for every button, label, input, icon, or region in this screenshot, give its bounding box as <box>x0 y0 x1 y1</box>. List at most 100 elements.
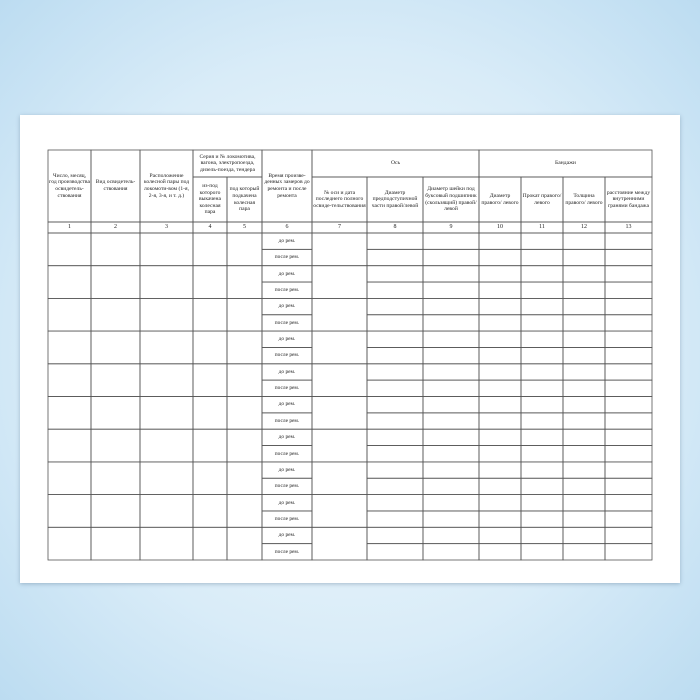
column-number-cell-text: 4 <box>208 223 212 230</box>
body-cell <box>226 526 263 561</box>
body-cell <box>520 477 564 496</box>
body-cell <box>422 428 480 446</box>
body-cell <box>520 379 564 397</box>
body-cell <box>422 461 480 479</box>
body-cell <box>478 396 522 414</box>
body-cell <box>562 428 606 446</box>
header-cell-text: Вид освидетель-ствования <box>95 179 136 192</box>
body-cell <box>47 526 92 561</box>
body-cell <box>366 543 424 561</box>
body-cell <box>562 248 606 267</box>
body-cell <box>90 461 141 495</box>
body-cell <box>422 379 480 397</box>
body-cell <box>478 461 522 479</box>
body-cell <box>478 428 522 446</box>
body-cell <box>604 543 653 561</box>
body-cell <box>520 510 564 528</box>
measure-time-cell-text: после рем. <box>274 319 300 326</box>
body-cell <box>311 428 368 463</box>
body-cell <box>47 461 92 495</box>
body-cell <box>366 248 424 267</box>
body-cell <box>311 363 368 397</box>
body-cell <box>366 396 424 414</box>
body-cell <box>192 232 228 267</box>
body-cell <box>422 510 480 528</box>
body-cell <box>139 494 194 528</box>
body-cell <box>478 510 522 528</box>
body-cell <box>562 494 606 512</box>
body-cell <box>562 314 606 332</box>
body-cell <box>562 330 606 348</box>
body-cell <box>478 281 522 299</box>
body-cell <box>562 281 606 299</box>
body-cell <box>311 265 368 299</box>
body-cell <box>520 265 564 283</box>
header-cell-text: Диаметр предподступичной части правой/ле… <box>371 189 419 209</box>
body-cell <box>139 363 194 397</box>
body-cell <box>139 396 194 430</box>
body-cell <box>604 379 653 397</box>
body-cell <box>192 428 228 463</box>
body-cell <box>311 297 368 332</box>
body-cell <box>90 428 141 463</box>
body-cell <box>478 265 522 283</box>
body-cell <box>47 363 92 397</box>
body-cell <box>520 232 564 250</box>
measure-time-cell-text: после рем. <box>274 483 300 490</box>
column-number-cell-text: 10 <box>497 223 503 230</box>
column-number-cell-text: 1 <box>68 223 71 230</box>
body-cell <box>604 412 653 430</box>
body-cell <box>520 347 564 365</box>
body-cell <box>478 232 522 250</box>
body-cell <box>520 314 564 332</box>
body-cell <box>90 363 141 397</box>
body-cell <box>478 526 522 545</box>
body-cell <box>192 461 228 495</box>
body-cell <box>562 297 606 316</box>
column-number-cell-text: 8 <box>393 223 397 230</box>
body-cell <box>366 412 424 430</box>
body-cell <box>47 330 92 365</box>
body-cell <box>478 314 522 332</box>
body-cell <box>478 363 522 381</box>
body-cell <box>422 543 480 561</box>
body-cell <box>226 330 263 365</box>
body-cell <box>478 543 522 561</box>
header-cell-text: Диаметр шейки под буксовый подшипник (ск… <box>425 186 477 213</box>
body-cell <box>90 265 141 299</box>
body-cell <box>562 445 606 463</box>
body-cell <box>192 330 228 365</box>
column-number-cell-text: 9 <box>449 223 453 230</box>
body-cell <box>192 526 228 561</box>
column-number-cell-text: 6 <box>285 223 289 230</box>
body-cell <box>192 297 228 332</box>
body-cell <box>366 314 424 332</box>
measure-time-cell-text: до рем. <box>278 401 296 408</box>
body-cell <box>422 281 480 299</box>
column-number-cell-text: 11 <box>539 223 545 230</box>
body-cell <box>139 265 194 299</box>
measure-time-cell-text: до рем. <box>278 237 296 244</box>
body-cell <box>90 494 141 528</box>
body-cell <box>422 445 480 463</box>
body-cell <box>366 510 424 528</box>
body-cell <box>562 265 606 283</box>
body-cell <box>478 477 522 496</box>
body-cell <box>422 412 480 430</box>
body-cell <box>562 510 606 528</box>
body-cell <box>192 494 228 528</box>
body-cell <box>520 363 564 381</box>
body-cell <box>192 363 228 397</box>
body-cell <box>366 526 424 545</box>
measure-time-cell <box>261 543 313 561</box>
body-cell <box>562 379 606 397</box>
body-cell <box>422 526 480 545</box>
body-cell <box>604 428 653 446</box>
body-cell <box>604 347 653 365</box>
body-cell <box>422 297 480 316</box>
body-cell <box>139 330 194 365</box>
body-cell <box>90 396 141 430</box>
body-cell <box>311 330 368 365</box>
body-cell <box>520 428 564 446</box>
body-cell <box>604 297 653 316</box>
